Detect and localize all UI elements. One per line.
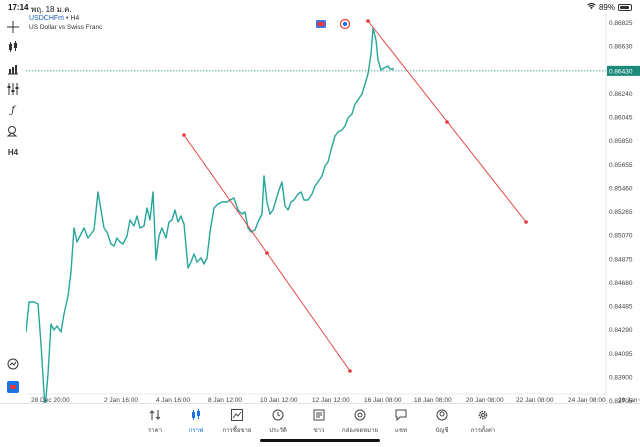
nav-item-label: ประวัติ [269, 428, 287, 434]
time-tick-label: 4 Jan 16:00 [156, 397, 190, 404]
price-tick-label: 0.86045 [609, 115, 633, 122]
nav-item-label: การซื้อขาย [222, 428, 252, 434]
nav-item-quotes[interactable]: ราคา [135, 408, 175, 435]
status-date: พฤ. 18 ม.ค. [31, 5, 72, 14]
status-bar: 17:14 พฤ. 18 ม.ค. 89% [0, 0, 640, 14]
trend-line-handle[interactable] [445, 120, 449, 124]
battery-icon [618, 4, 632, 11]
nav-item-trade[interactable]: การซื้อขาย [217, 408, 257, 435]
candles-icon[interactable] [6, 40, 20, 54]
function-icon[interactable]: ƒ [11, 104, 15, 116]
time-tick-label: 18 Jan 08:00 [414, 397, 452, 404]
trend-line-handle[interactable] [265, 251, 269, 255]
nav-item-label: ราคา [148, 428, 162, 434]
nav-item-history[interactable]: ประวัติ [258, 408, 298, 435]
time-tick-label: 12 Jan 12:00 [312, 397, 350, 404]
time-tick-label: 20 Jan 08:00 [466, 397, 504, 404]
nav-item-mailbox[interactable]: กล่องจดหมาย [340, 408, 380, 435]
time-axis: 28 Dec 20:00 2 Jan 16:00 4 Jan 16:00 8 Jan … [31, 397, 640, 404]
home-indicator [260, 439, 380, 442]
price-chart[interactable]: 0.86825 0.86630 0.86240 0.86045 0.85850 0.856… [25, 14, 640, 410]
status-time: 17:14 [8, 3, 29, 12]
price-tick-label: 0.86825 [609, 20, 633, 27]
time-tick-label: 16 Jan 08:00 [364, 397, 402, 404]
history-icon[interactable] [6, 357, 20, 371]
chat-icon [381, 408, 421, 422]
nav-item-chart[interactable]: กราฟ [176, 408, 216, 435]
timeframe-button[interactable]: H4 [7, 147, 19, 157]
time-tick-label: 2 Jan 16:00 [104, 397, 138, 404]
price-line [25, 27, 394, 410]
crosshair-icon[interactable] [6, 20, 20, 34]
trade-icon [217, 408, 257, 422]
price-tick-label: 0.84095 [609, 351, 633, 358]
current-price-label: 0.86430 [609, 68, 633, 75]
chart-area[interactable]: 0.86825 0.86630 0.86240 0.86045 0.85850 0.856… [25, 14, 640, 410]
trade-levels-icon[interactable] [339, 18, 351, 30]
current-price-tag [607, 65, 640, 76]
price-tick-label: 0.85850 [609, 138, 633, 145]
nav-item-label: กราฟ [188, 428, 204, 434]
bar-chart-icon[interactable] [6, 62, 20, 76]
account-icon [422, 408, 462, 422]
symbol-separator: • [64, 15, 71, 22]
time-tick-label: 22 Jan 08:00 [516, 397, 554, 404]
symbol-timeframe: H4 [70, 15, 80, 22]
symbol-name: USDCHFm [29, 15, 64, 22]
symbol-description: US Dollar vs Swiss Franc [29, 24, 103, 31]
battery-percent: 89% [598, 3, 615, 12]
symbol-title[interactable]: USDCHFm • H4 [29, 15, 79, 22]
price-tick-label: 0.86630 [609, 44, 633, 51]
nav-item-label: แชท [395, 428, 407, 434]
price-tick-label: 0.85070 [609, 233, 633, 240]
quotes-icon [135, 408, 175, 422]
price-tick-label: 0.84875 [609, 256, 633, 263]
price-tick-label: 0.86240 [609, 91, 633, 98]
wifi-icon [587, 3, 596, 12]
time-tick-label: 26 Jan 08:00 [618, 397, 640, 404]
status-right: 89% [587, 3, 632, 12]
nav-item-label: กล่องจดหมาย [341, 428, 379, 434]
mailbox-icon [340, 408, 380, 422]
time-tick-label: 8 Jan 12:00 [208, 397, 242, 404]
news-icon [299, 408, 339, 422]
trend-line-handle[interactable] [182, 133, 186, 137]
nav-item-label: บัญชี [435, 428, 449, 434]
trend-line-handle[interactable] [366, 19, 370, 23]
time-tick-label: 10 Jan 12:00 [260, 397, 298, 404]
one-click-trading-icon[interactable] [316, 20, 326, 28]
sync-icon[interactable] [6, 380, 20, 394]
price-axis: 0.86825 0.86630 0.86240 0.86045 0.85850 0.856… [607, 20, 640, 405]
trend-line-handle[interactable] [524, 220, 528, 224]
price-tick-label: 0.85265 [609, 209, 633, 216]
price-tick-label: 0.85460 [609, 185, 633, 192]
price-tick-label: 0.84290 [609, 327, 633, 334]
time-tick-label: 24 Jan 08:00 [568, 397, 606, 404]
price-tick-label: 0.83900 [609, 374, 633, 381]
indicators-icon[interactable] [6, 82, 20, 96]
nav-item-chat[interactable]: แชท [381, 408, 421, 435]
objects-icon[interactable] [6, 124, 20, 138]
settings-icon [463, 408, 503, 422]
history-icon [258, 408, 298, 422]
trend-lines[interactable] [182, 19, 528, 373]
left-toolbar: ƒ H4 [0, 14, 26, 409]
trend-line-handle[interactable] [348, 369, 352, 373]
time-tick-label: 28 Dec 20:00 [31, 397, 70, 404]
price-tick-label: 0.84680 [609, 280, 633, 287]
price-tick-label: 0.84485 [609, 304, 633, 311]
nav-item-label: ข่าว [313, 428, 325, 434]
price-tick-label: 0.83705 [609, 398, 633, 405]
nav-item-account[interactable]: บัญชี [422, 408, 462, 435]
nav-item-settings[interactable]: การตั้งค่า [463, 408, 503, 435]
grid [26, 14, 607, 409]
price-tick-label: 0.85655 [609, 162, 633, 169]
nav-item-news[interactable]: ข่าว [299, 408, 339, 435]
chart-icon [176, 408, 216, 422]
price-line-group [25, 27, 606, 410]
nav-item-label: การตั้งค่า [470, 428, 496, 434]
